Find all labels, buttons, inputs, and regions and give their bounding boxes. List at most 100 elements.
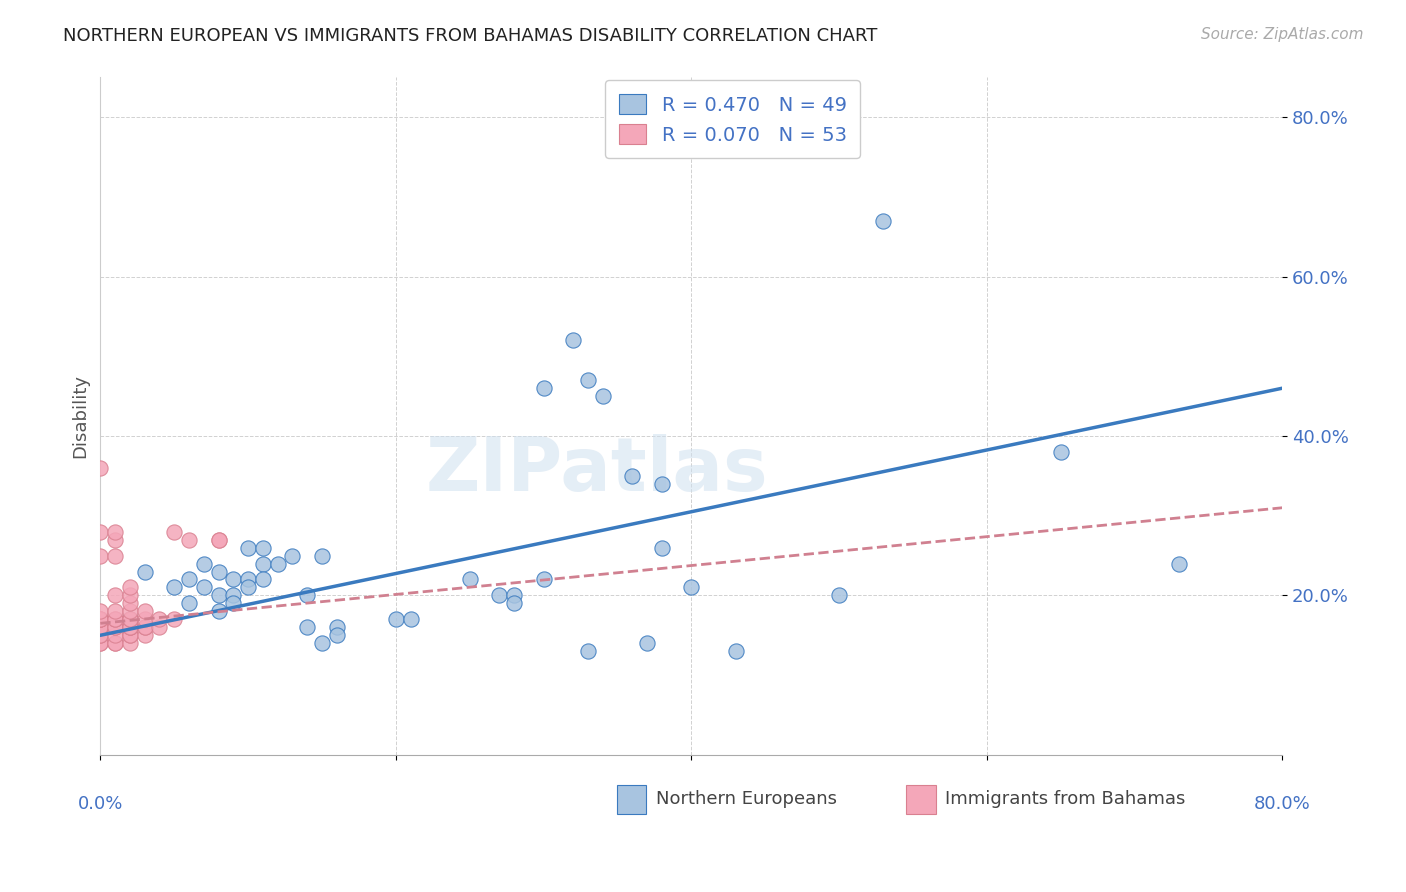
Point bbox=[89, 612, 111, 626]
Point bbox=[89, 620, 111, 634]
Point bbox=[252, 573, 274, 587]
Point bbox=[385, 612, 408, 626]
Point bbox=[458, 573, 481, 587]
Point bbox=[118, 589, 141, 603]
Text: ZIPatlas: ZIPatlas bbox=[426, 434, 768, 507]
Point bbox=[281, 549, 304, 563]
Point bbox=[295, 589, 318, 603]
Point bbox=[89, 620, 111, 634]
Point bbox=[724, 644, 747, 658]
Text: Immigrants from Bahamas: Immigrants from Bahamas bbox=[945, 789, 1185, 808]
Point bbox=[118, 612, 141, 626]
Point bbox=[104, 628, 127, 642]
Point bbox=[118, 612, 141, 626]
Point bbox=[177, 573, 200, 587]
Point bbox=[311, 549, 333, 563]
Point bbox=[503, 589, 526, 603]
Point bbox=[533, 573, 555, 587]
Point bbox=[148, 612, 170, 626]
Point bbox=[89, 620, 111, 634]
Point bbox=[104, 612, 127, 626]
Point bbox=[104, 620, 127, 634]
Point bbox=[193, 557, 215, 571]
Point bbox=[118, 628, 141, 642]
Point bbox=[89, 549, 111, 563]
Point bbox=[177, 596, 200, 610]
Point bbox=[576, 644, 599, 658]
Point bbox=[104, 636, 127, 650]
Point bbox=[89, 628, 111, 642]
Point bbox=[89, 612, 111, 626]
Point bbox=[651, 476, 673, 491]
Point bbox=[118, 620, 141, 634]
Point bbox=[236, 541, 259, 555]
Point bbox=[148, 620, 170, 634]
Y-axis label: Disability: Disability bbox=[72, 374, 89, 458]
Point bbox=[89, 524, 111, 539]
Point bbox=[828, 589, 851, 603]
Point bbox=[118, 604, 141, 618]
Point bbox=[134, 612, 156, 626]
Point bbox=[503, 596, 526, 610]
Point bbox=[118, 612, 141, 626]
Point bbox=[118, 628, 141, 642]
Point bbox=[104, 620, 127, 634]
Point bbox=[207, 604, 229, 618]
Point bbox=[311, 636, 333, 650]
Point bbox=[621, 469, 644, 483]
Point bbox=[89, 461, 111, 475]
Point bbox=[89, 636, 111, 650]
Point bbox=[118, 620, 141, 634]
Point bbox=[533, 381, 555, 395]
Point bbox=[163, 581, 186, 595]
Point bbox=[872, 214, 894, 228]
Point bbox=[562, 334, 585, 348]
Point bbox=[1049, 445, 1071, 459]
Point bbox=[222, 589, 245, 603]
Point bbox=[222, 573, 245, 587]
Point bbox=[89, 636, 111, 650]
Point bbox=[89, 604, 111, 618]
Point bbox=[177, 533, 200, 547]
Legend: R = 0.470   N = 49, R = 0.070   N = 53: R = 0.470 N = 49, R = 0.070 N = 53 bbox=[605, 80, 860, 159]
Point bbox=[134, 620, 156, 634]
Point bbox=[118, 581, 141, 595]
Text: Northern Europeans: Northern Europeans bbox=[655, 789, 837, 808]
Point bbox=[104, 636, 127, 650]
Point bbox=[134, 604, 156, 618]
Point bbox=[266, 557, 288, 571]
Point bbox=[104, 604, 127, 618]
Point bbox=[252, 557, 274, 571]
FancyBboxPatch shape bbox=[907, 785, 936, 814]
Point bbox=[207, 533, 229, 547]
Point bbox=[325, 628, 347, 642]
Text: 80.0%: 80.0% bbox=[1254, 796, 1310, 814]
Point bbox=[104, 533, 127, 547]
Point bbox=[134, 628, 156, 642]
Point bbox=[636, 636, 658, 650]
Point bbox=[104, 612, 127, 626]
Point bbox=[236, 573, 259, 587]
Point bbox=[399, 612, 422, 626]
Point bbox=[576, 373, 599, 387]
Point bbox=[222, 596, 245, 610]
Point bbox=[207, 533, 229, 547]
Point bbox=[681, 581, 703, 595]
Point bbox=[89, 612, 111, 626]
Point bbox=[134, 565, 156, 579]
Point bbox=[134, 620, 156, 634]
Point bbox=[163, 524, 186, 539]
Point bbox=[207, 589, 229, 603]
FancyBboxPatch shape bbox=[617, 785, 647, 814]
Point bbox=[592, 389, 614, 403]
Point bbox=[193, 581, 215, 595]
Point bbox=[207, 565, 229, 579]
Point bbox=[295, 620, 318, 634]
Point bbox=[89, 620, 111, 634]
Point bbox=[118, 596, 141, 610]
Point bbox=[118, 620, 141, 634]
Point bbox=[89, 628, 111, 642]
Text: 0.0%: 0.0% bbox=[77, 796, 124, 814]
Point bbox=[89, 620, 111, 634]
Point bbox=[325, 620, 347, 634]
